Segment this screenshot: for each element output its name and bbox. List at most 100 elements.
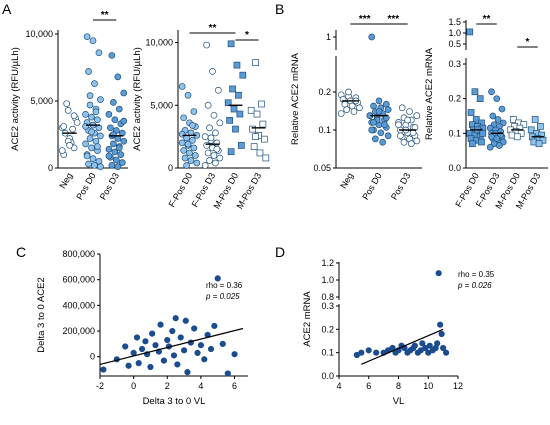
y-tick-label: 5,000 <box>30 96 53 106</box>
data-point <box>211 322 218 330</box>
data-point <box>110 140 117 148</box>
data-point <box>358 349 365 356</box>
y-tick-label: 0.3 <box>448 59 461 69</box>
data-point <box>178 139 186 147</box>
y-tick-label: 0.1 <box>318 125 331 135</box>
data-point <box>413 112 421 119</box>
data-point <box>252 133 259 140</box>
data-point <box>252 59 259 66</box>
data-point <box>193 159 201 167</box>
data-point <box>115 144 123 152</box>
y-tick-label: 0.1 <box>321 348 334 358</box>
data-point <box>466 28 474 36</box>
panel-c-chart: 0 200,000 400,000 600,000 800,000 -2 0 2 4 6 Delta… <box>36 249 248 407</box>
data-point <box>256 149 264 157</box>
data-point <box>83 33 91 41</box>
data-point <box>210 152 218 159</box>
significance-label: *** <box>387 14 399 25</box>
significance-label: ** <box>209 23 217 34</box>
data-point <box>232 125 239 133</box>
data-point <box>236 110 244 118</box>
data-point <box>438 330 445 338</box>
y-tick-label: 800,000 <box>62 249 95 259</box>
data-point <box>97 96 104 104</box>
data-point <box>111 116 119 124</box>
data-point <box>216 119 224 127</box>
data-point <box>192 152 199 159</box>
data-point <box>535 140 543 148</box>
data-point <box>345 88 352 96</box>
data-point <box>479 129 487 137</box>
data-point <box>471 88 479 96</box>
rho-stat: rho = 0.36 <box>206 281 243 290</box>
x-tick-label: 10 <box>423 381 433 391</box>
data-point <box>111 148 119 156</box>
data-point <box>115 105 123 113</box>
data-point <box>203 41 210 49</box>
y-tick-label: 0.3 <box>321 301 334 311</box>
y-axis-label: ACE2 activity (RFU/µLh) <box>10 47 21 151</box>
y-tick-label: 10,000 <box>25 29 53 39</box>
data-point <box>214 275 221 282</box>
data-point <box>478 138 485 146</box>
data-point <box>85 68 92 75</box>
data-point <box>184 140 192 148</box>
y-tick-label: 0.0 <box>448 163 461 173</box>
data-point <box>384 106 392 113</box>
data-point <box>95 49 103 57</box>
data-point <box>419 340 426 347</box>
regression-line <box>99 327 244 366</box>
data-point <box>493 135 501 142</box>
data-point <box>125 362 132 369</box>
data-point <box>108 161 116 169</box>
data-point <box>373 349 380 356</box>
significance-label: * <box>526 37 530 48</box>
data-point <box>224 370 231 377</box>
data-point <box>82 123 89 130</box>
x-tick-label: Pos D0 <box>74 171 97 202</box>
data-point <box>406 108 413 115</box>
y-tick-label: 5,000 <box>150 100 173 110</box>
data-point <box>375 97 383 105</box>
data-point <box>177 334 184 341</box>
data-point <box>197 342 205 349</box>
data-point <box>82 111 89 118</box>
x-axis-label: Delta 3 to 0 VL <box>143 396 206 407</box>
data-point <box>262 154 270 162</box>
data-point <box>86 135 94 142</box>
panel-letter-a: A <box>2 1 12 17</box>
data-point <box>531 116 539 123</box>
y-tick-label: 600,000 <box>62 275 95 285</box>
data-point <box>343 106 351 113</box>
data-point <box>105 152 113 160</box>
data-point <box>496 142 503 149</box>
x-tick-label: 6 <box>232 381 237 391</box>
data-point <box>120 137 128 145</box>
data-point <box>249 125 256 133</box>
data-point <box>381 121 388 129</box>
data-point <box>130 349 137 356</box>
data-point <box>147 363 154 371</box>
x-tick-label: Neg <box>338 171 355 190</box>
data-point <box>108 52 116 59</box>
x-tick-label: Pos D0 <box>360 171 383 202</box>
y-tick-label: 0.1 <box>448 128 461 138</box>
data-point <box>89 155 97 162</box>
x-tick-label: 4 <box>336 381 341 391</box>
data-point <box>365 347 372 354</box>
data-point <box>174 361 181 368</box>
panel-letter-b: B <box>275 1 284 17</box>
data-point <box>437 321 444 328</box>
data-point <box>377 129 385 137</box>
data-point <box>440 344 447 352</box>
data-point <box>235 91 242 99</box>
data-point <box>213 145 221 153</box>
data-point <box>537 123 544 130</box>
data-point <box>94 143 101 150</box>
data-point <box>191 325 198 332</box>
data-point <box>180 147 187 154</box>
data-point <box>135 360 142 367</box>
data-point <box>226 116 233 124</box>
